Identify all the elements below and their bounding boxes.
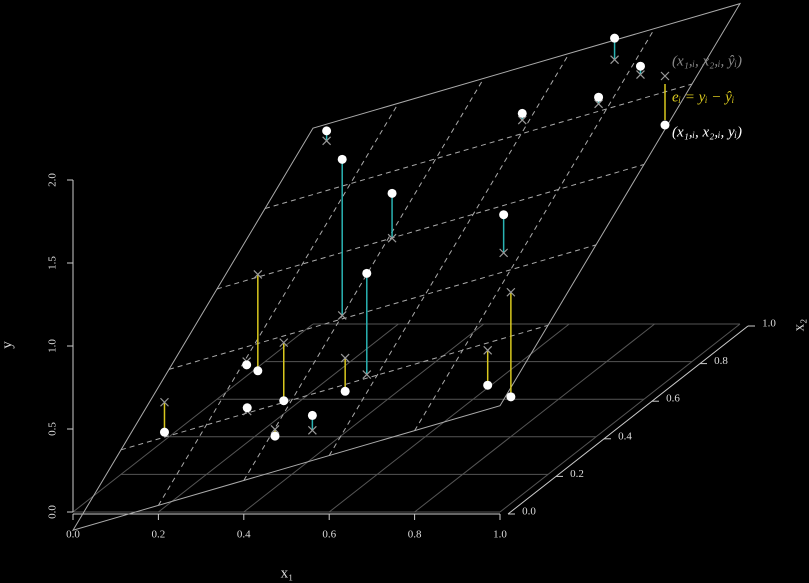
observed-point: [635, 61, 645, 71]
x2-tick-label: 0.4: [618, 430, 632, 442]
y-tick-label: 2.0: [47, 173, 59, 187]
fitted-point: [610, 55, 620, 65]
plane-grid-line: [328, 53, 570, 456]
fitted-point: [322, 136, 332, 146]
observed-point: [387, 188, 397, 198]
x2-tick-label: 1.0: [762, 318, 776, 330]
observed-point: [242, 360, 252, 370]
observed-point: [322, 126, 332, 136]
regression-plane: [71, 2, 742, 532]
observed-point: [279, 396, 289, 406]
fitted-point: [270, 425, 280, 434]
fitted-point: [279, 338, 289, 348]
fitted-point: [517, 115, 527, 125]
plane-grid-line: [168, 244, 597, 370]
fitted-point: [337, 310, 347, 320]
floor-grid-line: [414, 323, 655, 513]
observed-point: [253, 366, 263, 376]
fitted-point: [387, 233, 397, 243]
legend-point-marker: [660, 120, 670, 130]
x2-tick-label: 0.6: [666, 393, 680, 405]
x1-tick-label: 0.4: [237, 529, 251, 541]
x1-tick-label: 0.0: [66, 529, 80, 541]
floor-grid-line: [328, 323, 570, 513]
observed-point: [499, 210, 509, 220]
plane-grid-line: [157, 102, 399, 506]
fitted-point: [362, 370, 372, 380]
observed-point: [594, 92, 604, 102]
plane-grid-line: [243, 78, 485, 481]
fitted-point: [253, 270, 263, 279]
fitted-point: [506, 287, 516, 297]
y-tick-label: 1.5: [47, 256, 59, 270]
observed-point: [483, 380, 493, 390]
observed-point: [270, 431, 280, 441]
legend-fitted-marker: [660, 71, 670, 81]
plane-grid-line: [264, 83, 693, 210]
observed-point: [362, 268, 372, 278]
x1-tick-label: 1.0: [493, 529, 507, 541]
x1-tick-label: 0.2: [152, 529, 166, 541]
fitted-point: [499, 248, 509, 258]
plane-grid-line: [120, 324, 549, 451]
fitted-point: [636, 70, 645, 79]
x1-tick-label: 0.6: [322, 529, 336, 541]
observed-point: [307, 410, 317, 420]
observed-point: [340, 386, 350, 396]
plane-grid-line: [216, 163, 645, 290]
y-tick-label: 1.0: [47, 339, 59, 353]
fitted-point: [340, 353, 350, 363]
fitted-point: [160, 397, 169, 407]
x2-tick-label: 0.8: [714, 355, 728, 367]
observed-point: [337, 154, 347, 164]
fitted-point: [307, 425, 317, 435]
x1-label: x₁: [281, 565, 294, 581]
floor-grid-line: [499, 323, 741, 513]
floor-grid-line: [243, 323, 485, 513]
x2-tick-label: 0.2: [570, 468, 584, 480]
observed-point: [517, 108, 527, 118]
plane-grid-line: [414, 28, 656, 431]
observed-point: [506, 392, 516, 402]
x2-tick-label: 0.0: [522, 506, 536, 518]
y-tick-label: 0.5: [47, 422, 59, 436]
observed-point: [242, 403, 252, 413]
legend-label: (x₁,ᵢ, x₂,ᵢ, ŷᵢ): [672, 53, 742, 69]
x2-axis: [507, 325, 749, 515]
legend-label: (x₁,ᵢ, x₂,ᵢ, yᵢ): [672, 124, 742, 140]
y-tick-label: 0.0: [47, 505, 59, 519]
y-label: y: [0, 341, 15, 349]
x1-tick-label: 0.8: [408, 529, 422, 541]
floor-grid-line: [158, 323, 399, 513]
floor-grid-line: [72, 323, 314, 513]
legend-label: eᵢ = yᵢ − ŷᵢ: [672, 89, 734, 105]
fitted-point: [483, 345, 493, 355]
x2-label: x₂: [791, 319, 807, 332]
fitted-point: [594, 99, 604, 109]
observed-point: [610, 33, 620, 43]
observed-point: [159, 427, 169, 437]
